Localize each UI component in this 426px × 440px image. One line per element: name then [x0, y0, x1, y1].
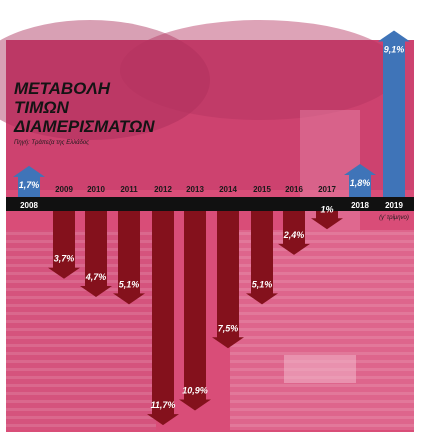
value-label-2017: 1%: [320, 204, 333, 214]
bar-2019: [378, 30, 410, 197]
year-label-2015: 2015: [253, 185, 271, 194]
bar-2014: [212, 211, 244, 349]
value-label-2011: 5,1%: [119, 279, 140, 289]
bar-2012: [147, 211, 179, 426]
bar-2016: [278, 211, 310, 255]
value-label-2016: 2,4%: [283, 230, 305, 240]
year-label-2010: 2010: [87, 185, 105, 194]
value-label-2018: 1,8%: [350, 178, 371, 188]
year-label-2011: 2011: [120, 185, 138, 194]
value-label-2009: 3,7%: [54, 254, 75, 264]
value-label-2008: 1,7%: [19, 180, 40, 190]
source-note: Πηγή: Τράπεζα της Ελλάδος: [14, 139, 89, 146]
title-line-1: ΜΕΤΑΒΟΛΗ: [14, 79, 111, 98]
year-note-2019: (γ' τρίμηνο): [379, 215, 409, 221]
bar-2009: [48, 211, 80, 279]
labels-layer: 1,7% 2008 3,7% 2009 4,7% 2010 5,1% 2011 11,7% 201…: [19, 44, 409, 410]
bars-layer: [13, 30, 410, 426]
bar-2010: [80, 211, 112, 298]
value-label-2019: 9,1%: [384, 44, 405, 54]
value-label-2013: 10,9%: [182, 385, 208, 395]
year-label-2013: 2013: [186, 185, 204, 194]
year-label-2016: 2016: [285, 185, 303, 194]
bar-2008: [13, 165, 45, 197]
bar-2011: [113, 211, 145, 305]
bar-2013: [179, 211, 211, 411]
title-line-2: ΤΙΜΩΝ: [14, 98, 70, 117]
year-label-2008: 2008: [20, 201, 38, 210]
bar-2017: [311, 211, 343, 230]
bar-2018: [344, 164, 376, 197]
value-label-2014: 7,5%: [218, 323, 239, 333]
title-line-3: ΔΙΑΜΕΡΙΣΜΑΤΩΝ: [13, 117, 155, 136]
value-label-2010: 4,7%: [85, 272, 107, 282]
value-label-2015: 5,1%: [252, 279, 273, 289]
year-label-2017: 2017: [318, 185, 336, 194]
year-label-2009: 2009: [55, 185, 73, 194]
year-label-2019: 2019: [385, 201, 403, 210]
chart-title: ΜΕΤΑΒΟΛΗ ΤΙΜΩΝ ΔΙΑΜΕΡΙΣΜΑΤΩΝ Πηγή: Τράπε…: [13, 79, 155, 146]
year-label-2014: 2014: [219, 185, 237, 194]
year-label-2012: 2012: [154, 185, 172, 194]
value-label-2012: 11,7%: [151, 400, 176, 410]
year-label-2018: 2018: [351, 201, 369, 210]
bar-2015: [246, 211, 278, 305]
baseline-band: [6, 197, 414, 211]
